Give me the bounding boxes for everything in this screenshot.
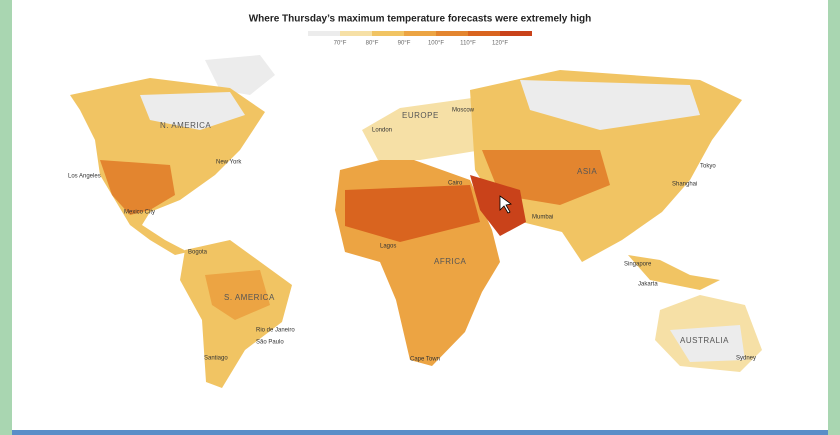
labels: N. AMERICA EUROPE ASIA AFRICA S. AMERICA… — [68, 108, 756, 363]
legend-label: 110°F — [460, 41, 476, 47]
city-label: Los Angeles — [68, 174, 101, 180]
region-label: AFRICA — [434, 257, 467, 266]
city-label: Lagos — [380, 244, 396, 250]
city-label: Cape Town — [410, 357, 440, 363]
city-label: São Paulo — [256, 340, 284, 346]
legend-label: 70°F — [334, 41, 347, 47]
city-label: Mexico City — [124, 210, 155, 216]
indonesia — [628, 255, 720, 290]
australia-cool — [670, 325, 745, 362]
legend-label: 80°F — [366, 41, 379, 47]
region-label: AUSTRALIA — [680, 336, 729, 345]
land — [70, 55, 762, 388]
legend-label: 120°F — [492, 41, 508, 47]
siberia — [520, 80, 700, 130]
sa-hot — [205, 270, 270, 320]
arabia — [470, 175, 526, 236]
city-label: Jakarta — [638, 282, 658, 288]
city-label: London — [372, 128, 392, 134]
canada-cool — [140, 92, 245, 130]
city-label: Santiago — [204, 356, 228, 362]
region-label: EUROPE — [402, 111, 439, 120]
city-label: New York — [216, 160, 242, 166]
legend-swatch — [500, 31, 532, 36]
na-hot — [100, 160, 175, 215]
legend-swatch — [404, 31, 436, 36]
map-title: Where Thursday’s maximum temperature for… — [249, 14, 592, 25]
city-label: Sydney — [736, 356, 756, 362]
legend: 70°F 80°F 90°F 100°F 110°F 120°F — [308, 31, 532, 47]
city-label: Tokyo — [700, 164, 716, 170]
legend-swatch — [436, 31, 468, 36]
europe — [362, 98, 482, 160]
city-label: Cairo — [448, 181, 463, 187]
city-label: Shanghai — [672, 182, 697, 188]
cursor — [499, 195, 512, 214]
city-label: Bogota — [188, 250, 208, 256]
region-label: ASIA — [577, 167, 597, 176]
sahara — [345, 185, 480, 242]
city-label: Rio de Janeiro — [256, 328, 295, 334]
greenland — [205, 55, 275, 95]
legend-label: 90°F — [398, 41, 411, 47]
city-label: Singapore — [624, 262, 652, 268]
region-label: S. AMERICA — [224, 293, 275, 302]
city-label: Mumbai — [532, 215, 553, 221]
legend-swatch — [468, 31, 500, 36]
legend-swatch — [308, 31, 340, 36]
region-label: N. AMERICA — [160, 121, 211, 130]
legend-label: 100°F — [428, 41, 444, 47]
legend-swatch — [372, 31, 404, 36]
city-label: Moscow — [452, 108, 475, 114]
bottom-strip — [12, 430, 828, 435]
legend-swatch — [340, 31, 372, 36]
